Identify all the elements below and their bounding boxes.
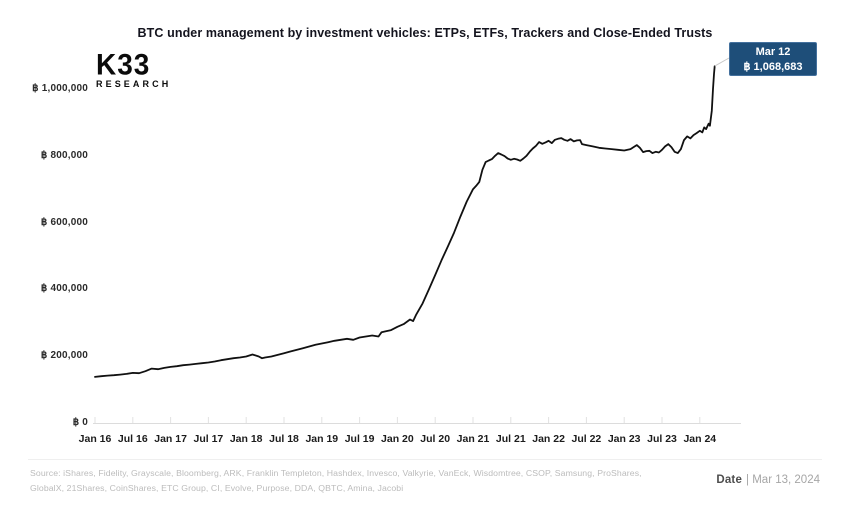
footer-divider bbox=[28, 459, 822, 460]
x-axis-label: Jan 19 bbox=[305, 433, 339, 445]
x-axis-label: Jul 17 bbox=[193, 433, 224, 445]
x-axis-label: Jul 23 bbox=[647, 433, 677, 445]
footer-date-label: Date bbox=[716, 474, 743, 486]
x-axis-label: Jan 21 bbox=[456, 433, 490, 445]
x-axis-label: Jan 18 bbox=[229, 433, 263, 445]
x-axis-label: Jul 22 bbox=[571, 433, 602, 445]
x-axis-label: Jul 21 bbox=[495, 433, 526, 445]
chart-title: BTC under management by investment vehic… bbox=[137, 26, 713, 40]
x-axis-label: Jan 22 bbox=[532, 433, 565, 445]
source-line-1: Source: iShares, Fidelity, Grayscale, Bl… bbox=[30, 468, 642, 478]
y-axis-label: ฿ 400,000 bbox=[40, 283, 88, 295]
btc-series-line bbox=[94, 65, 716, 378]
source-text: Source: iShares, Fidelity, Grayscale, Bl… bbox=[30, 466, 642, 495]
y-axis-label: ฿ 600,000 bbox=[40, 216, 88, 228]
source-line-2: GlobalX, 21Shares, CoinShares, ETC Group… bbox=[30, 482, 404, 493]
x-axis-label: Jan 16 bbox=[78, 433, 112, 445]
last-value-callout: Mar 12 ฿ 1,068,683 bbox=[729, 42, 817, 76]
callout-date: Mar 12 bbox=[755, 46, 791, 58]
y-axis-label: ฿ 0 bbox=[72, 417, 88, 428]
y-axis-label: ฿ 800,000 bbox=[40, 149, 88, 161]
k33-logo-subtext: RESEARCH bbox=[96, 79, 172, 89]
y-axis-label: ฿ 1,000,000 bbox=[32, 83, 88, 94]
footer-date: Date | Mar 13, 2024 bbox=[716, 474, 820, 486]
x-axis-label: Jan 20 bbox=[381, 433, 414, 445]
x-axis-label: Jul 16 bbox=[117, 433, 148, 445]
x-axis-label: Jul 19 bbox=[344, 433, 375, 445]
x-axis-label: Jan 24 bbox=[683, 433, 717, 445]
x-axis-label: Jul 20 bbox=[420, 433, 451, 445]
x-axis-label: Jan 23 bbox=[607, 433, 641, 445]
y-axis-label: ฿ 200,000 bbox=[40, 350, 88, 362]
k33-logo-text: K33 bbox=[96, 48, 151, 81]
k33-research-logo: K33 RESEARCH bbox=[96, 48, 172, 89]
x-axis-label: Jul 18 bbox=[269, 433, 299, 445]
footer-date-value: | Mar 13, 2024 bbox=[746, 474, 820, 486]
callout-connector-line bbox=[714, 57, 730, 67]
callout-value: ฿ 1,068,683 bbox=[743, 61, 803, 73]
x-axis-label: Jan 17 bbox=[154, 433, 187, 445]
